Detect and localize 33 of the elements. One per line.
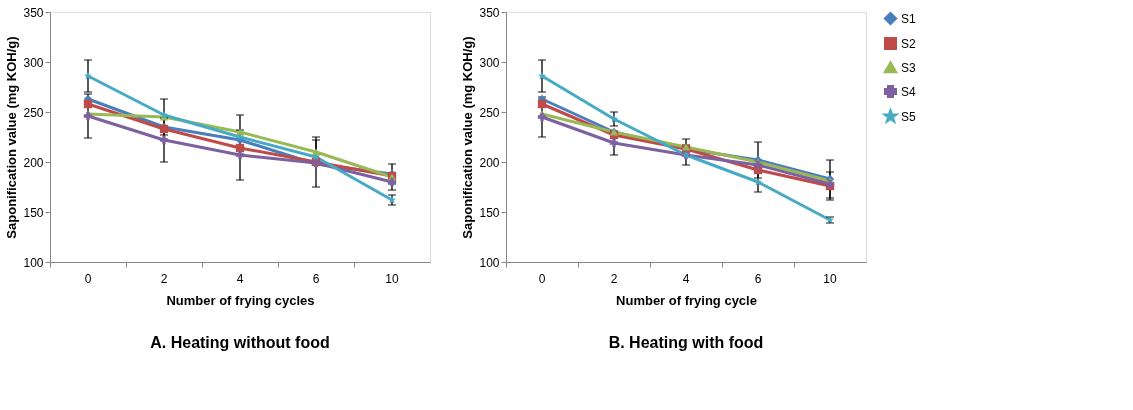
- x-tick-label: 10: [823, 271, 837, 286]
- y-tick-label: 350: [23, 5, 44, 20]
- x-tick-label: 6: [312, 271, 320, 286]
- text: B. Heating with food: [608, 334, 764, 351]
- y-axis-title: Saponification value (mg KOH/g): [4, 36, 20, 239]
- y-tick-label: 300: [479, 55, 500, 70]
- legend-label: S2: [901, 36, 916, 51]
- y-tick-label: 350: [479, 5, 500, 20]
- y-tick-label: 300: [23, 55, 44, 70]
- y-tick-label: 200: [23, 155, 44, 170]
- x-tick-label: 10: [385, 271, 399, 286]
- y-tick-label: 250: [479, 105, 500, 120]
- x-axis-title: Number of frying cycles: [166, 292, 315, 308]
- y-tick-label: 150: [479, 205, 500, 220]
- x-tick-label: 6: [754, 271, 762, 286]
- y-tick-label: 100: [23, 255, 44, 270]
- y-axis-title: Saponification value (mg KOH/g): [460, 36, 476, 239]
- legend-label: S1: [901, 11, 916, 26]
- y-tick-label: 250: [23, 105, 44, 120]
- x-tick-label: 0: [84, 271, 92, 286]
- x-tick-label: 2: [160, 271, 168, 286]
- y-tick-label: 200: [479, 155, 500, 170]
- x-tick-label: 4: [236, 271, 244, 286]
- legend-label: S5: [901, 109, 916, 124]
- text: A. Heating without food: [150, 334, 330, 351]
- x-tick-label: 4: [682, 271, 690, 286]
- x-tick-label: 0: [538, 271, 546, 286]
- legend-label: S3: [901, 60, 916, 75]
- x-tick-label: 2: [610, 271, 618, 286]
- legend-label: S4: [901, 84, 916, 99]
- x-axis-title: Number of frying cycle: [616, 292, 757, 308]
- y-tick-label: 150: [23, 205, 44, 220]
- y-tick-label: 100: [479, 255, 500, 270]
